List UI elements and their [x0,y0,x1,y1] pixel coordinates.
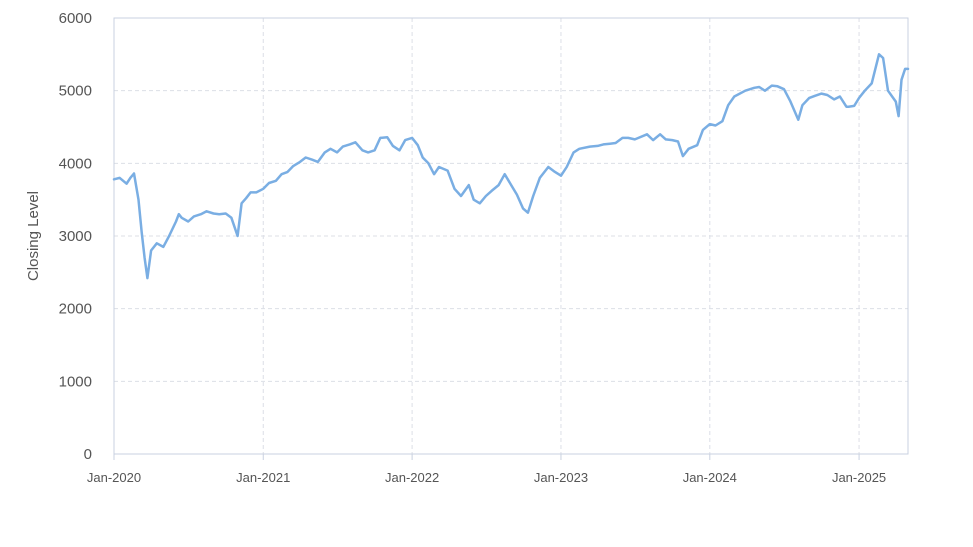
x-tick-label: Jan-2022 [385,470,439,485]
y-tick-label: 6000 [59,10,92,27]
x-tick-label: Jan-2023 [534,470,588,485]
x-tick-label: Jan-2025 [832,470,886,485]
y-tick-label: 1000 [59,373,92,390]
x-axis-ticks: Jan-2020 Jan-2021 Jan-2022 Jan-2023 Jan-2024… [87,454,886,485]
y-tick-label: 0 [84,446,92,463]
plot-frame [113,17,909,455]
y-tick-label: 4000 [59,155,92,172]
x-tick-label: Jan-2020 [87,470,141,485]
x-tick-label: Jan-2021 [236,470,290,485]
y-tick-label: 5000 [59,83,92,100]
closing-level-line [112,53,910,280]
grid-lines [113,17,908,455]
y-axis-ticks: 0 1000 2000 3000 4000 5000 6000 [59,10,92,463]
x-tick-label: Jan-2024 [683,470,737,485]
y-axis-label: Closing Level [25,191,42,281]
y-tick-label: 3000 [59,228,92,245]
y-tick-label: 2000 [59,301,92,318]
